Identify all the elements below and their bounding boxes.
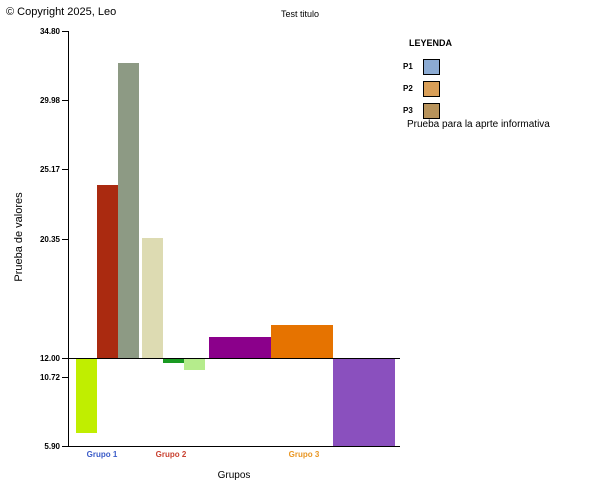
bar-p3-grupo-1 [118,63,139,358]
bar-p3-grupo-3 [333,358,395,446]
y-tick-label: 34.80 [39,27,60,36]
legend-swatch-p3 [423,103,440,119]
y-tick-mark [62,31,68,32]
legend-caption: Prueba para la aprte informativa [407,119,550,130]
x-category-label: Grupo 3 [288,450,320,459]
legend-swatch-p1 [423,59,440,75]
x-axis-title: Grupos [217,470,251,481]
y-tick-label: 5.90 [44,442,60,451]
y-tick-label: 25.17 [39,165,60,174]
y-tick-label: 20.35 [39,235,60,244]
y-tick-mark [62,169,68,170]
y-tick-mark [62,239,68,240]
y-axis-line [68,31,69,446]
x-category-label: Grupo 1 [86,450,118,459]
y-tick-label: 10.72 [39,373,60,382]
bar-p1-grupo-2 [142,238,163,358]
bar-p1-grupo-3 [209,337,271,358]
y-tick-label: 12.00 [39,354,60,363]
y-tick-mark [62,358,68,359]
legend-title: LEYENDA [409,38,453,48]
chart-title: Test titulo [280,9,320,19]
copyright-text: © Copyright 2025, Leo [6,6,117,18]
y-tick-mark [62,377,68,378]
x-category-label: Grupo 2 [155,450,187,459]
y-tick-mark [62,446,68,447]
bar-p2-grupo-2 [163,358,184,363]
bar-p3-grupo-2 [184,358,205,370]
baseline-line [68,358,400,359]
legend-label-p3: P3 [403,106,413,115]
y-tick-label: 29.98 [39,96,60,105]
bar-p1-grupo-1 [76,358,97,433]
legend-label-p1: P1 [403,62,413,71]
legend-label-p2: P2 [403,84,413,93]
legend-swatch-p2 [423,81,440,97]
bar-p2-grupo-3 [271,325,333,358]
y-tick-mark [62,100,68,101]
x-axis-line [68,446,400,447]
bar-p2-grupo-1 [97,185,118,358]
